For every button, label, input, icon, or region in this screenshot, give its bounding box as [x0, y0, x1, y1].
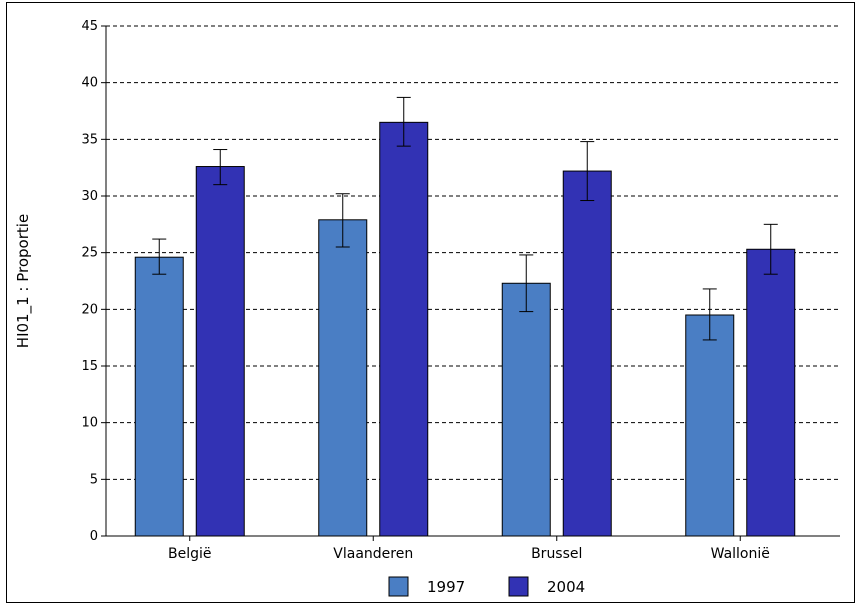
- axes: [105, 26, 840, 537]
- y-tick-label: 20: [81, 302, 98, 317]
- legend-label: 1997: [427, 578, 465, 596]
- y-tick-label: 25: [81, 246, 98, 261]
- x-tick-label: Wallonië: [711, 546, 770, 562]
- bar: [134, 256, 184, 537]
- y-tick-labels: 0 5 10 15 20 25 30 35 40 45: [81, 19, 106, 544]
- y-tick-label: 45: [81, 19, 98, 34]
- x-tick-labels: België Vlaanderen Brussel Wallonië: [168, 536, 770, 562]
- bar: [501, 282, 551, 537]
- legend-swatch: [388, 576, 409, 597]
- y-tick-label: 10: [81, 416, 98, 431]
- y-tick-label: 30: [81, 189, 98, 204]
- y-tick-label: 40: [81, 76, 98, 91]
- bar: [318, 219, 368, 537]
- y-tick-label: 5: [90, 472, 98, 487]
- y-axis-title: HI01_1 : Proportie: [14, 214, 33, 348]
- bar: [746, 248, 796, 537]
- x-tick-label: België: [168, 546, 212, 562]
- legend-label: 2004: [547, 578, 585, 596]
- y-tick-label: 35: [81, 132, 98, 147]
- bar: [379, 121, 429, 537]
- y-tick-label: 15: [81, 359, 98, 374]
- bar: [562, 170, 612, 537]
- bar: [685, 314, 735, 537]
- chart-frame: [6, 2, 855, 603]
- bar: [195, 166, 245, 537]
- legend: 1997 2004: [388, 576, 585, 597]
- x-tick-label: Brussel: [531, 546, 582, 562]
- legend-swatch: [508, 576, 529, 597]
- x-tick-label: Vlaanderen: [333, 546, 413, 562]
- y-tick-label: 0: [90, 529, 98, 544]
- bars: [134, 96, 796, 537]
